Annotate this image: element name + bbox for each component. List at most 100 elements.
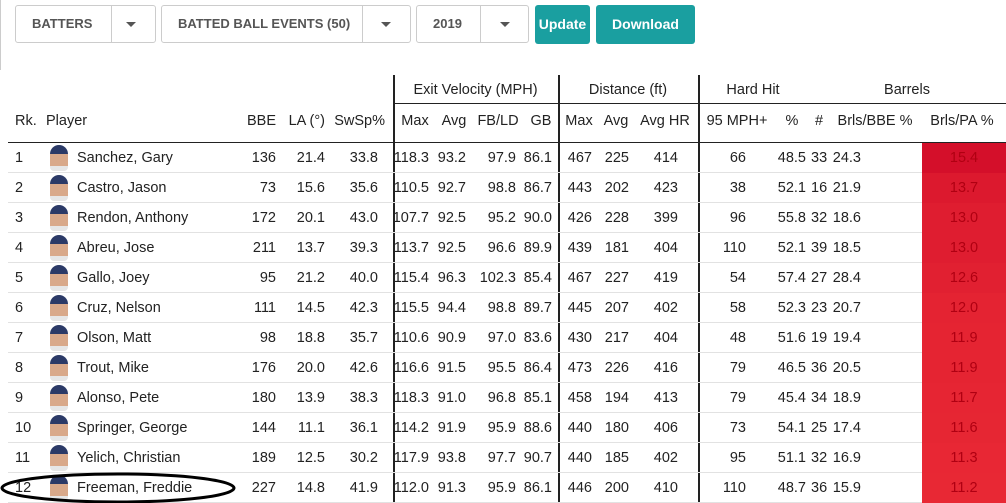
year-select[interactable]: 2019 (416, 5, 529, 43)
player-avatar (50, 175, 68, 201)
cell: 399 (653, 210, 678, 226)
column-header: Player (46, 113, 88, 129)
cell: 79 (729, 390, 746, 406)
cell: 90.0 (523, 210, 552, 226)
cell: 227 (251, 480, 276, 496)
cell: 24.3 (832, 150, 861, 166)
cell: 11.9 (950, 360, 978, 376)
column-header: GB (530, 113, 552, 129)
cell: 97.9 (487, 150, 516, 166)
cell: 40.0 (349, 270, 378, 286)
update-button[interactable]: Update (535, 5, 590, 44)
cell: 102.3 (479, 270, 516, 286)
row-rule (8, 202, 1006, 203)
cell: 18.6 (832, 210, 861, 226)
cell: 180 (251, 390, 276, 406)
cell: 16.9 (832, 450, 861, 466)
cell: 4 (15, 240, 24, 256)
cell: 96.8 (487, 390, 516, 406)
player-name: Cruz, Nelson (77, 300, 161, 316)
cell: 20.1 (296, 210, 325, 226)
player-avatar (50, 385, 68, 411)
cell: 94.4 (437, 300, 466, 316)
cell: 467 (567, 150, 592, 166)
heat-cell (922, 443, 1006, 473)
cell: 118.3 (393, 150, 429, 166)
cell: 33.8 (349, 150, 378, 166)
row-rule (8, 262, 1006, 263)
player-name: Gallo, Joey (77, 270, 150, 286)
cell: 440 (567, 450, 592, 466)
column-header: LA (°) (288, 113, 325, 129)
cell: 98.8 (487, 300, 516, 316)
player-name: Olson, Matt (77, 330, 152, 346)
cell: 98 (259, 330, 276, 346)
cell: 21.2 (296, 270, 325, 286)
cell: 426 (567, 210, 592, 226)
cell: 107.7 (392, 210, 429, 226)
column-header: 95 MPH+ (706, 113, 768, 129)
cell: 45.4 (777, 390, 806, 406)
player-avatar (50, 445, 68, 471)
cell: 91.5 (437, 360, 466, 376)
cell: 20.5 (832, 360, 861, 376)
cell: 111 (253, 300, 276, 316)
player-name: Springer, George (77, 420, 188, 436)
cell: 51.6 (777, 330, 806, 346)
cell: 48.7 (777, 480, 806, 496)
cell: 406 (653, 420, 678, 436)
cell: 18.8 (296, 330, 325, 346)
cell: 228 (604, 210, 629, 226)
cell: 11.2 (950, 480, 978, 496)
cell: 6 (15, 300, 24, 316)
cell: 115.5 (393, 300, 429, 316)
row-rule (8, 232, 1006, 233)
cell: 48 (729, 330, 746, 346)
header-rule (393, 103, 1006, 104)
cell: 19.4 (832, 330, 861, 346)
cell: 91.3 (437, 480, 466, 496)
cell: 96.6 (487, 240, 516, 256)
cell: 136 (251, 150, 276, 166)
cell: 15.6 (296, 180, 325, 196)
cell: 172 (251, 210, 276, 226)
cell: 97.0 (487, 330, 516, 346)
cell: 227 (604, 270, 629, 286)
cell: 55.8 (777, 210, 806, 226)
column-header: Brls/BBE % (837, 113, 913, 129)
cell: 13.7 (949, 180, 979, 196)
heat-cell (922, 173, 1006, 203)
cell: 41.9 (349, 480, 378, 496)
caret (126, 22, 136, 27)
cell: 211 (252, 240, 276, 256)
cell: 423 (653, 180, 678, 196)
cell: 93.8 (437, 450, 466, 466)
cell: 83.6 (523, 330, 552, 346)
min-select[interactable]: BATTED BALL EVENTS (50) (161, 5, 411, 43)
cell: 402 (653, 450, 678, 466)
player-name: Trout, Mike (77, 360, 149, 376)
player-type-select[interactable]: BATTERS (15, 5, 156, 43)
download-button[interactable]: Download CSV (596, 5, 695, 71)
cell: 13.9 (296, 390, 325, 406)
row-rule (8, 292, 1006, 293)
player-name: Yelich, Christian (77, 450, 181, 466)
cell: 42.3 (349, 300, 378, 316)
column-header: Avg HR (640, 113, 690, 129)
cell: 207 (604, 300, 629, 316)
cell: 38.3 (349, 390, 378, 406)
player-name: Castro, Jason (77, 180, 167, 196)
cell: 35.6 (349, 180, 378, 196)
cell: 95.9 (487, 420, 516, 436)
cell: 404 (653, 330, 678, 346)
cell: 189 (251, 450, 276, 466)
cell: 90.7 (523, 450, 552, 466)
cell: 93.2 (437, 150, 466, 166)
cell: 117.9 (393, 450, 429, 466)
cell: 12.5 (296, 450, 325, 466)
cell: 90.9 (437, 330, 466, 346)
row-rule (8, 382, 1006, 383)
cell: 73 (729, 420, 746, 436)
cell: 95.9 (487, 480, 516, 496)
cell: 410 (653, 480, 678, 496)
